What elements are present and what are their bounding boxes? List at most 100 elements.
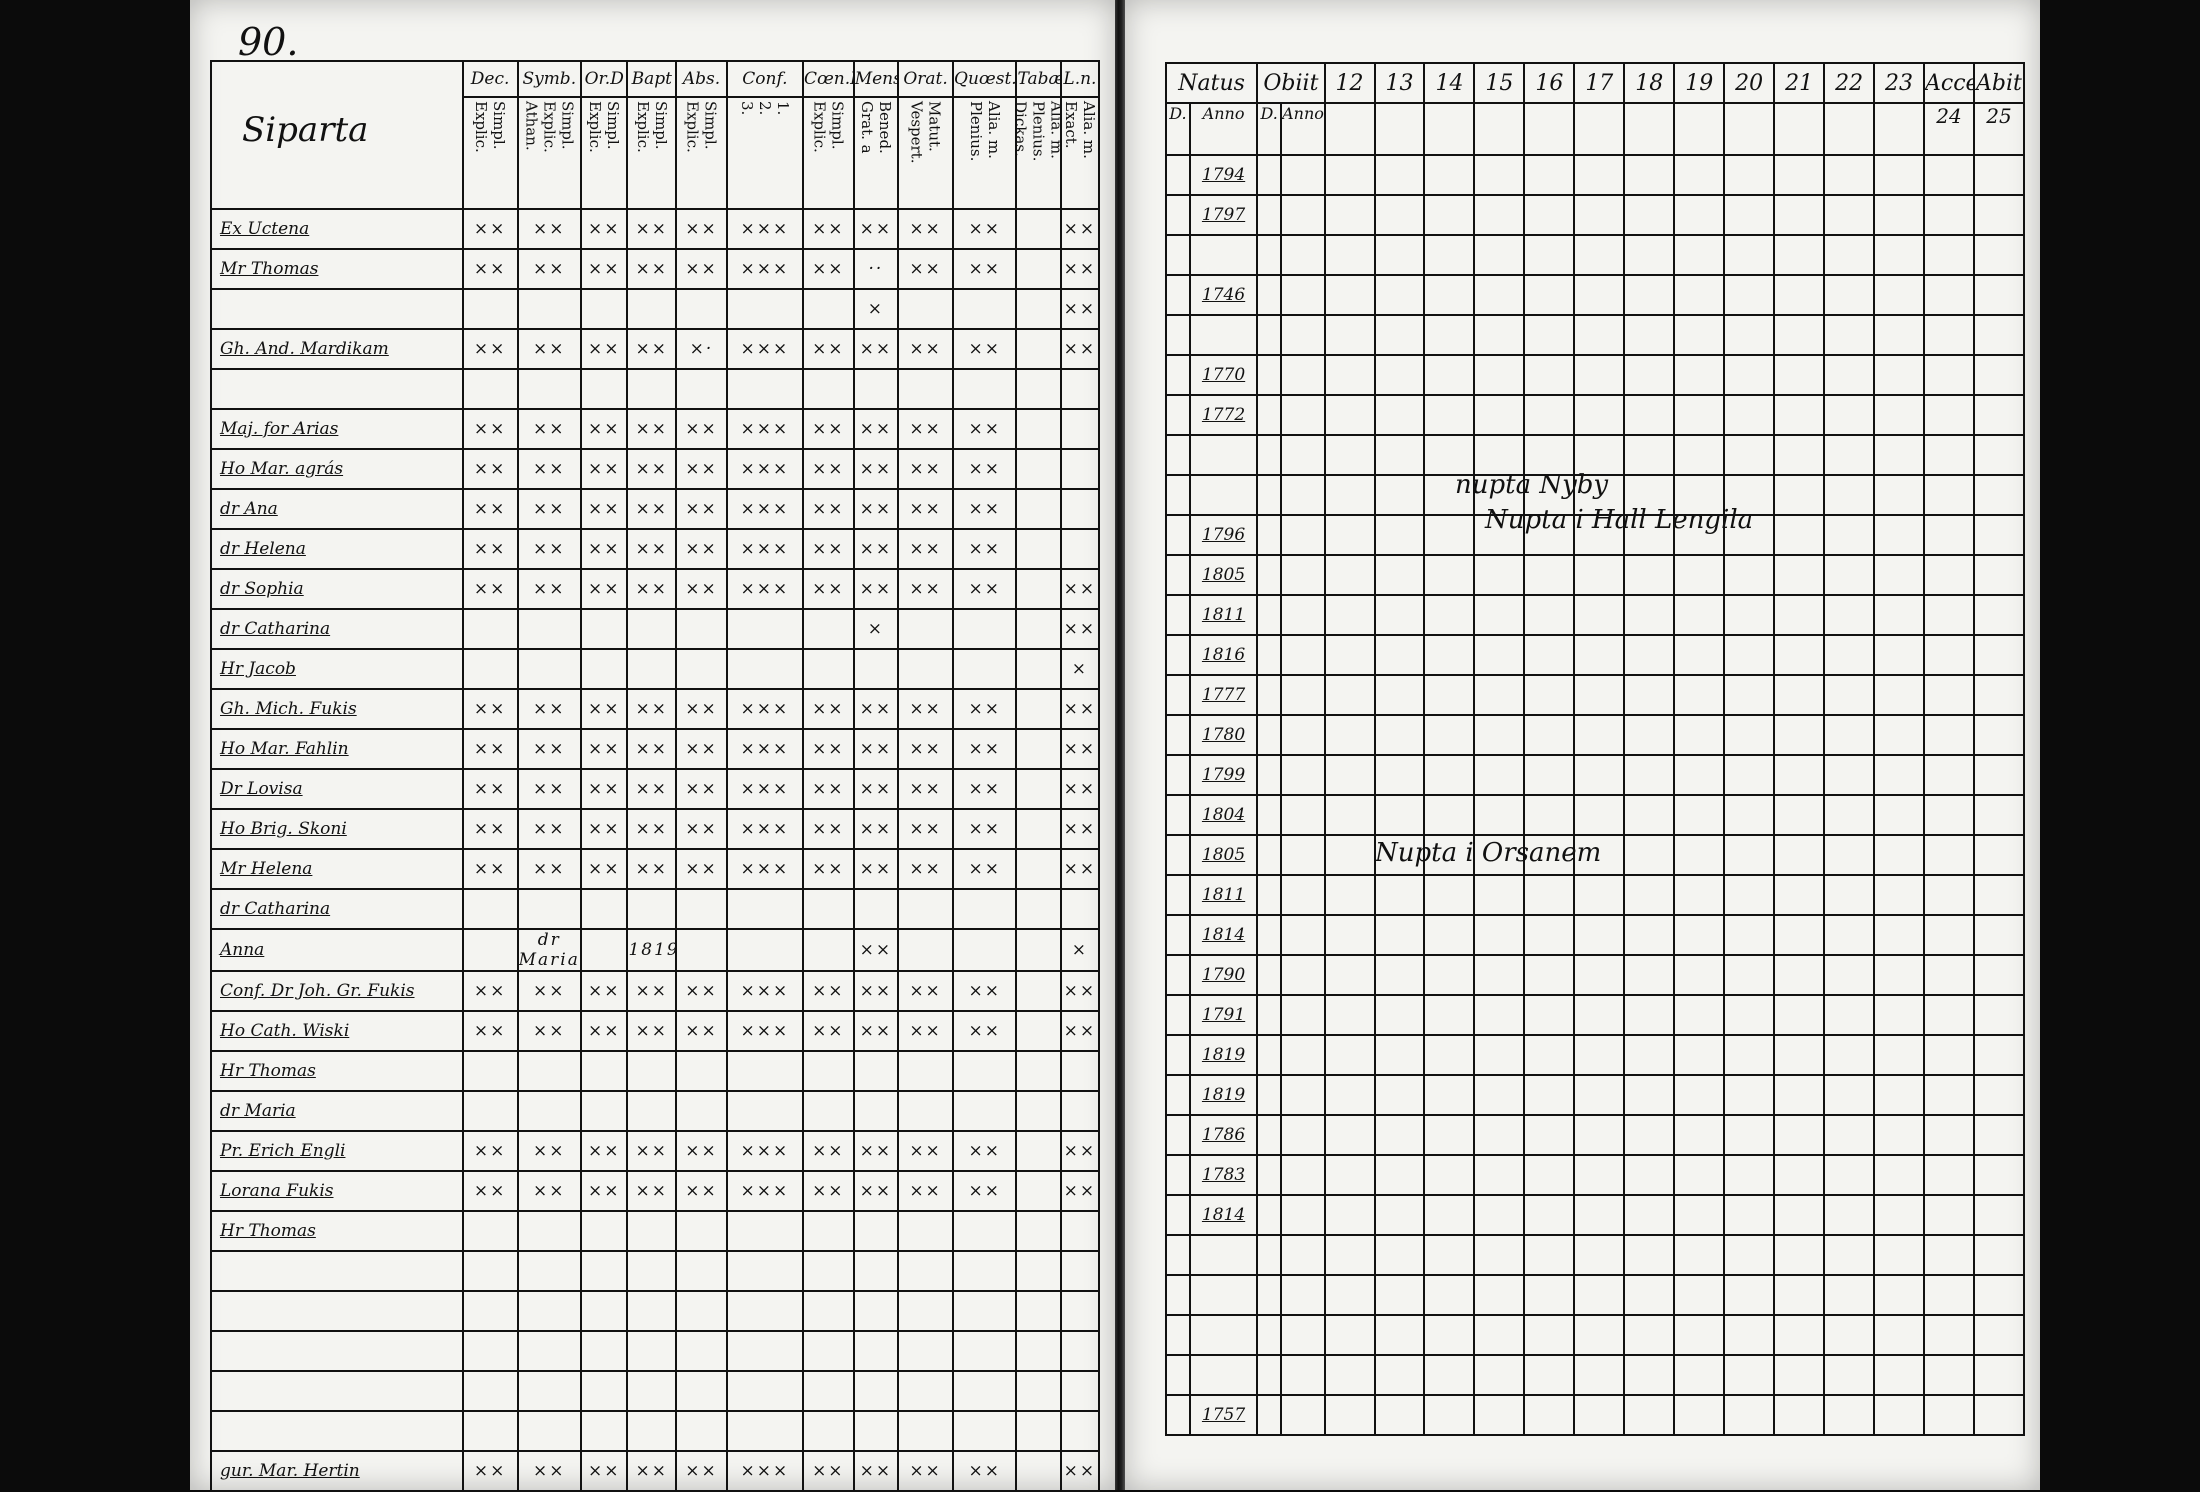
column-header: Orat.: [897, 60, 955, 98]
year-cell: [1723, 994, 1776, 1036]
birth-year: 1780: [1188, 714, 1259, 756]
year-column-header: Abit: [1972, 62, 2026, 104]
tally-mark: [897, 1290, 955, 1332]
tally-mark: [461, 608, 519, 650]
year-cell: [1773, 674, 1826, 716]
year-cell: [1256, 514, 1283, 556]
tally-mark: ××: [801, 1130, 855, 1172]
tally-mark: ××: [1059, 568, 1101, 610]
tally-mark: [725, 1250, 804, 1292]
tally-mark: ×××: [725, 768, 804, 810]
year-cell: [1773, 874, 1826, 916]
tally-mark: ××: [579, 970, 629, 1012]
year-cell: [1280, 394, 1326, 436]
year-cell: [1972, 754, 2026, 796]
year-cell: [1280, 354, 1326, 396]
tally-mark: [579, 648, 629, 690]
year-cell: [1723, 554, 1776, 596]
tally-mark: ××: [1059, 248, 1101, 290]
year-cell: [1280, 634, 1326, 676]
tally-mark: ××: [897, 728, 955, 770]
tally-mark: [461, 1330, 519, 1372]
column-header: Mens.: [852, 60, 900, 98]
tally-mark: [952, 1370, 1018, 1412]
year-cell: [1972, 914, 2026, 956]
year-cell: [1723, 1034, 1776, 1076]
table-row: [210, 368, 1101, 410]
year-cell: [1673, 794, 1726, 836]
year-cell: [1723, 1314, 1776, 1356]
year-cell: [1473, 1194, 1526, 1236]
year-cell: [1473, 1354, 1526, 1396]
year-cell: [1923, 514, 1975, 556]
year-cell: [1256, 154, 1283, 196]
year-cell: [1823, 674, 1876, 716]
table-row: Ho Mar. Fahlin ×× ×× ×× ×× ×× ××× ×× ×× ×× ×× ××: [210, 728, 1101, 770]
year-cell: [1373, 234, 1426, 276]
year-cell: [1673, 1034, 1726, 1076]
tally-mark: [626, 1290, 678, 1332]
tally-mark: ×: [852, 288, 900, 330]
table-row: dr Sophia ×× ×× ×× ×× ×× ××× ×× ×× ×× ×× ××: [210, 568, 1101, 610]
year-cell: [1473, 914, 1526, 956]
tally-mark: ×××: [725, 1170, 804, 1212]
year-cell: [1773, 1394, 1826, 1436]
table-row: 1805: [1165, 554, 2026, 596]
column-subheader-label: Grat. a: [857, 101, 876, 154]
tally-mark: ××: [579, 408, 629, 450]
birth-year: 1814: [1188, 914, 1259, 956]
year-cell: [1673, 554, 1726, 596]
tally-mark: [725, 648, 804, 690]
tally-mark: [725, 1330, 804, 1372]
year-cell: [1373, 354, 1426, 396]
tally-mark: ××: [801, 1170, 855, 1212]
year-cell: [1323, 274, 1376, 316]
year-cell: [1623, 874, 1676, 916]
table-row: 1811: [1165, 874, 2026, 916]
tally-mark: ××: [626, 768, 678, 810]
year-cell: [1972, 514, 2026, 556]
year-cell: [1873, 194, 1926, 236]
column-subheader: [1673, 102, 1726, 156]
column-subheader-label: Bened.: [875, 101, 894, 154]
year-cell: [1573, 634, 1626, 676]
tally-mark: [952, 288, 1018, 330]
table-row: [1165, 1314, 2026, 1356]
year-cell: [1573, 474, 1626, 516]
year-cell: [1923, 1194, 1975, 1236]
column-header: Tabæ: [1015, 60, 1062, 98]
tally-mark: ××: [516, 848, 582, 890]
year-cell: [1623, 1274, 1676, 1316]
tally-mark: ××: [952, 1010, 1018, 1052]
tally-mark: [626, 1090, 678, 1132]
year-cell: [1280, 874, 1326, 916]
year-cell: [1423, 154, 1476, 196]
year-cell: [1280, 1314, 1326, 1356]
year-cell: [1723, 394, 1776, 436]
year-cell: [1873, 674, 1926, 716]
right-subheader-row: D. Anno D. Anno 24 25: [1165, 102, 2026, 156]
year-cell: [1423, 874, 1476, 916]
tally-mark: ××: [675, 248, 728, 290]
tally-mark: ××: [801, 568, 855, 610]
tally-mark: [626, 1410, 678, 1452]
year-cell: [1323, 234, 1376, 276]
year-cell: [1823, 1114, 1876, 1156]
year-cell: [1623, 194, 1676, 236]
birth-day-cell: [1165, 874, 1191, 916]
year-cell: [1323, 1034, 1376, 1076]
table-row: 1783: [1165, 1154, 2026, 1196]
tally-mark: ××: [801, 768, 855, 810]
birth-year: 1799: [1188, 754, 1259, 796]
year-cell: [1773, 714, 1826, 756]
year-cell: [1923, 1114, 1975, 1156]
column-subheader-label: Simpl.: [651, 101, 670, 150]
tally-mark: [579, 1330, 629, 1372]
birth-day-cell: [1165, 1074, 1191, 1116]
tally-mark: ××: [952, 1450, 1018, 1492]
year-cell: [1972, 234, 2026, 276]
year-cell: [1523, 274, 1576, 316]
person-name: [210, 1250, 464, 1292]
year-cell: [1473, 994, 1526, 1036]
birth-day-cell: [1165, 1154, 1191, 1196]
